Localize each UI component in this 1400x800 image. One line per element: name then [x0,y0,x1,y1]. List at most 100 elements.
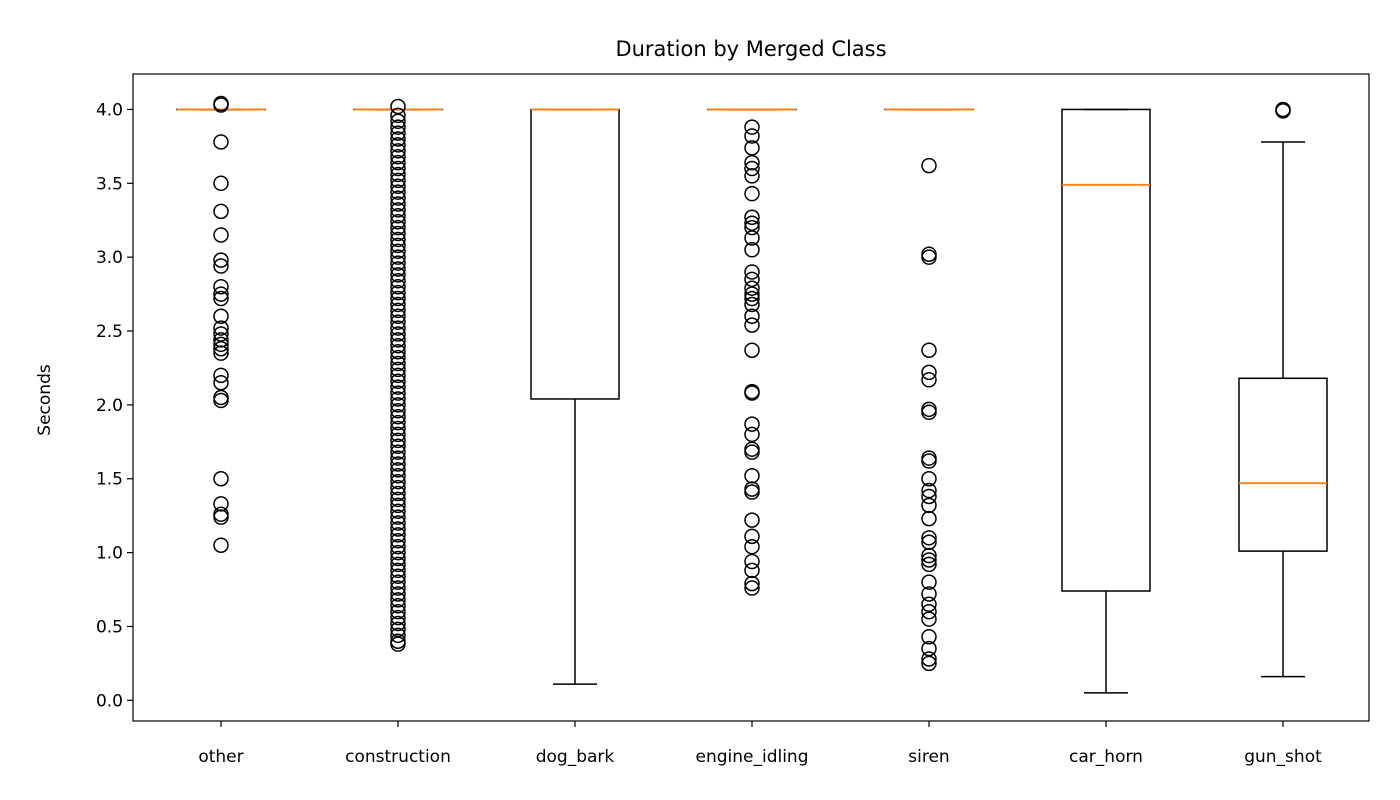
outlier-point [213,290,229,307]
outlier-point [390,538,406,555]
outlier-point [744,230,760,246]
outlier-point [390,284,406,301]
outlier-point [213,509,229,525]
outlier-point [390,574,406,590]
outlier-point [744,209,760,226]
outlier-point [390,568,406,584]
outlier-point [921,547,937,564]
outlier-point [390,468,406,484]
outlier-point [213,336,229,353]
box-group-gun_shot [1238,101,1328,678]
y-tick-label: 0.0 [96,691,123,711]
outlier-point [390,98,406,115]
outlier-point [921,488,937,505]
outlier-point [744,416,760,432]
outlier-point [921,342,937,358]
outlier-point [390,385,406,401]
outlier-point [390,131,406,147]
outlier-point [744,296,760,313]
outlier-point [390,148,406,165]
outlier-point [921,640,937,657]
outlier-point [390,154,406,171]
outlier-point [390,503,406,519]
outlier-point [390,137,406,153]
outlier-point [390,391,406,407]
box-group-other [176,95,266,553]
outlier-point [390,243,406,260]
box-group-siren [884,108,974,672]
outlier-point [744,528,760,545]
outlier-point [744,119,760,135]
outlier-point [213,286,229,302]
outlier-point [390,296,406,313]
x-tick-label: car_horn [1069,747,1143,767]
x-tick-label: gun_shot [1244,747,1322,767]
outlier-point [390,609,406,626]
outlier-point [390,278,406,295]
outlier-point [390,196,406,212]
outlier-point [390,178,406,195]
outlier-point [213,345,229,361]
outlier-point [390,462,406,478]
outlier-point [921,470,937,487]
outlier-point [390,603,406,620]
outlier-point [921,556,937,573]
outlier-point [390,473,406,490]
outlier-point [921,450,937,466]
outlier-point [390,172,406,189]
outlier-point [921,552,937,568]
outlier-point [213,506,229,522]
outlier-point [390,184,406,200]
outlier-point [390,509,406,525]
outlier-point [390,479,406,496]
box-group-engine_idling [707,108,797,596]
outlier-point [390,450,406,466]
outlier-point [213,175,229,192]
outlier-point [390,326,406,342]
outlier-point [390,320,406,336]
outlier-point [390,403,406,419]
outlier-point [390,621,406,638]
outlier-point [213,320,229,336]
outlier-point [390,219,406,236]
outlier-point [213,252,229,268]
y-tick-label: 2.5 [96,322,123,342]
x-tick-label: other [198,747,243,767]
outlier-point [744,580,760,596]
outlier-point [213,326,229,342]
outlier-point [390,290,406,307]
plot-frame [132,73,1370,722]
outlier-point [744,553,760,570]
outlier-point [213,389,229,406]
outlier-point [921,596,937,613]
outlier-point [213,392,229,409]
outlier-point [390,598,406,614]
outlier-point [744,444,760,460]
outlier-point [390,485,406,502]
outlier-point [390,426,406,443]
y-tick-label: 3.5 [96,174,123,194]
outlier-point [921,586,937,602]
outlier-point [390,544,406,561]
outlier-point [390,438,406,454]
outlier-point [390,491,406,508]
outlier-point [390,615,406,632]
outlier-point [390,160,406,177]
outlier-point [744,441,760,457]
y-axis: 0.0 0.5 1.0 1.5 2.0 2.5 3.0 3.5 4.0 [96,100,133,711]
outlier-point [390,586,406,602]
outlier-point [213,258,229,274]
outlier-point [744,280,760,296]
outlier-point [390,521,406,537]
outlier-point [213,278,229,295]
outlier-point [744,286,760,302]
outlier-point [921,574,937,590]
outlier-point [744,512,760,528]
outlier-point [390,202,406,218]
outlier-point [390,107,406,124]
outlier-point [390,113,406,130]
outlier-point [921,246,937,262]
outlier-point [744,271,760,288]
outlier-point [921,249,937,265]
